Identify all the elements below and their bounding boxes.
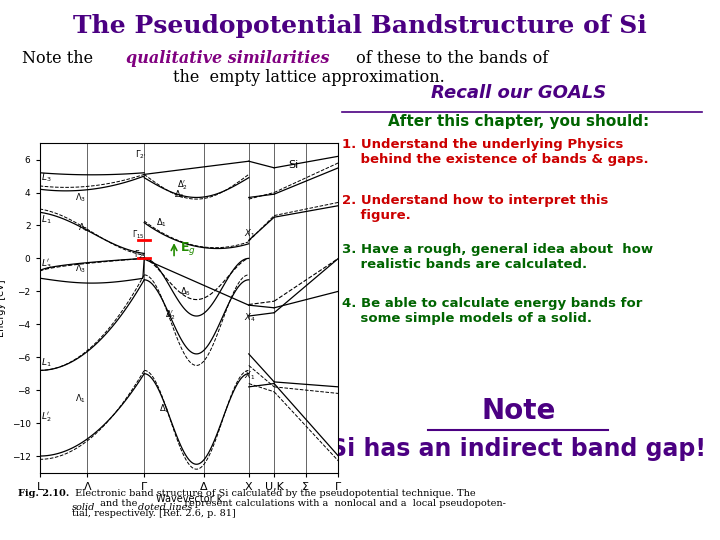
Text: $\Delta_5$: $\Delta_5$ [174, 188, 185, 201]
Text: solid: solid [72, 503, 95, 512]
Text: $L_1$: $L_1$ [41, 356, 52, 369]
Text: $X_1$: $X_1$ [244, 228, 256, 240]
Text: $\Delta_2'$: $\Delta_2'$ [165, 309, 176, 322]
Text: qualitative similarities: qualitative similarities [126, 50, 330, 66]
Text: $\Delta_1$: $\Delta_1$ [156, 217, 167, 229]
Text: Recall our GOALS: Recall our GOALS [431, 84, 606, 102]
Text: 3. Have a rough, general idea about  how
    realistic bands are calculated.: 3. Have a rough, general idea about how … [342, 243, 653, 271]
Y-axis label: Energy [eV]: Energy [eV] [0, 279, 6, 336]
Text: $\Gamma_{25}$: $\Gamma_{25}$ [134, 248, 146, 261]
Text: $\Lambda_3$: $\Lambda_3$ [76, 262, 86, 275]
Text: doted lines: doted lines [138, 503, 193, 512]
Text: Electronic band structure of Si calculated by the pseudopotential technique. The: Electronic band structure of Si calculat… [72, 489, 506, 518]
Text: $X_4$: $X_4$ [244, 312, 256, 325]
Text: Si: Si [289, 160, 299, 170]
Text: The Pseudopotential Bandstructure of Si: The Pseudopotential Bandstructure of Si [73, 14, 647, 37]
Text: Note the: Note the [22, 50, 98, 66]
Text: $L_2'$: $L_2'$ [41, 411, 52, 424]
X-axis label: Wavevector k: Wavevector k [156, 494, 222, 504]
Text: 4. Be able to calculate energy bands for
    some simple models of a solid.: 4. Be able to calculate energy bands for… [342, 297, 642, 325]
Text: Si has an indirect band gap!: Si has an indirect band gap! [330, 437, 706, 461]
Text: $L_3'$: $L_3'$ [41, 258, 52, 271]
Text: $\Delta_2'$: $\Delta_2'$ [177, 179, 188, 192]
Text: Note: Note [481, 397, 556, 425]
Text: $\Lambda_1$: $\Lambda_1$ [78, 221, 89, 234]
Text: After this chapter, you should:: After this chapter, you should: [388, 114, 649, 130]
Text: 1. Understand the underlying Physics
    behind the existence of bands & gaps.: 1. Understand the underlying Physics beh… [342, 138, 649, 166]
Text: $\Gamma_{2'} $: $\Gamma_{2'} $ [135, 149, 147, 161]
Text: 2. Understand how to interpret this
    figure.: 2. Understand how to interpret this figu… [342, 194, 608, 222]
Text: $X_1$: $X_1$ [244, 369, 256, 382]
Text: $\Lambda_3$: $\Lambda_3$ [76, 192, 86, 204]
Text: of these to the bands of: of these to the bands of [351, 50, 549, 66]
Text: $L_1$: $L_1$ [41, 213, 52, 226]
Text: $L_3$: $L_3$ [41, 172, 52, 185]
Text: $\Gamma_{15}$: $\Gamma_{15}$ [132, 229, 145, 241]
Text: $\Lambda_1$: $\Lambda_1$ [76, 393, 86, 405]
Text: Fig. 2.10.: Fig. 2.10. [18, 489, 69, 498]
Text: $\Delta_1$: $\Delta_1$ [159, 402, 170, 415]
Text: E$_g$: E$_g$ [180, 240, 196, 257]
Text: $\Delta_5$: $\Delta_5$ [180, 286, 191, 298]
Text: the  empty lattice approximation.: the empty lattice approximation. [173, 69, 444, 86]
